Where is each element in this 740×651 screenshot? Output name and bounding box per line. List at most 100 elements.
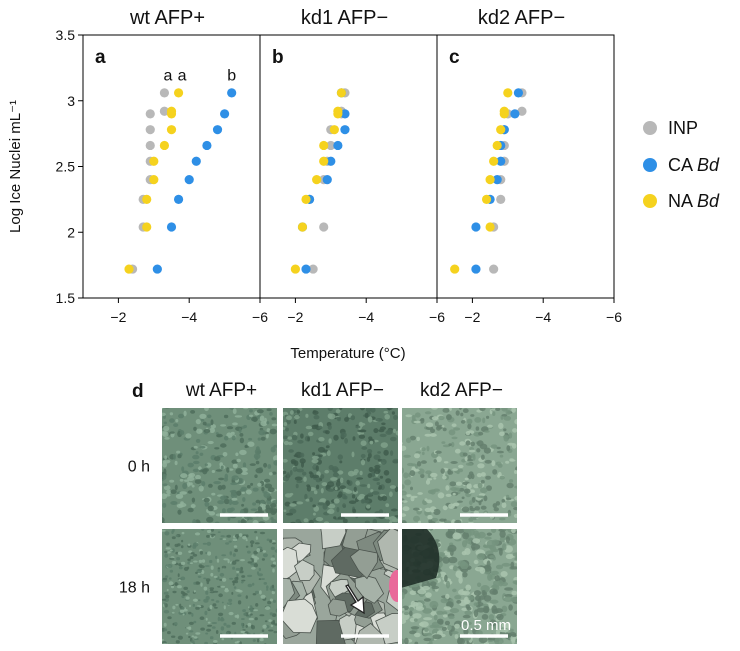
data-point xyxy=(503,88,513,98)
ice-crystal xyxy=(264,478,271,483)
ice-crystal xyxy=(180,576,186,581)
ice-crystal xyxy=(259,614,265,617)
ice-crystal xyxy=(417,492,423,495)
ice-crystal xyxy=(173,423,179,427)
ice-crystal xyxy=(494,637,504,645)
ice-crystal xyxy=(223,435,229,441)
ice-crystal xyxy=(442,556,450,564)
ice-crystal xyxy=(495,501,501,506)
ice-crystal xyxy=(217,500,225,505)
ice-crystal xyxy=(178,579,181,582)
ice-crystal xyxy=(327,488,335,492)
ice-crystal xyxy=(430,517,439,522)
ice-crystal xyxy=(260,594,266,599)
data-point xyxy=(145,140,155,151)
ice-crystal xyxy=(161,598,167,601)
ice-crystal xyxy=(239,449,247,456)
ice-crystal xyxy=(445,485,450,491)
ice-crystal xyxy=(246,485,251,489)
ice-crystal xyxy=(204,501,210,507)
ice-crystal xyxy=(512,580,518,585)
ice-crystal xyxy=(207,624,213,627)
data-point xyxy=(166,125,177,135)
ice-crystal xyxy=(192,454,200,460)
ice-crystal xyxy=(367,483,371,489)
ice-crystal xyxy=(389,485,396,489)
ice-crystal xyxy=(335,481,341,487)
data-point xyxy=(159,106,170,116)
data-point xyxy=(142,222,152,232)
ice-crystal xyxy=(211,492,216,496)
ice-crystal xyxy=(461,506,470,513)
panel-frame xyxy=(436,34,615,299)
ice-crystal xyxy=(410,495,418,499)
ice-crystal xyxy=(165,547,171,550)
ice-crystal xyxy=(177,573,180,578)
ice-crystal xyxy=(207,529,211,534)
ice-grain xyxy=(354,575,385,604)
ice-crystal xyxy=(254,530,258,534)
ice-crystal xyxy=(492,411,496,417)
legend-label: INP xyxy=(668,118,698,138)
data-point xyxy=(173,194,184,204)
ice-crystal xyxy=(207,440,214,445)
ice-crystal xyxy=(258,567,261,572)
ice-crystal xyxy=(198,564,203,568)
ice-crystal xyxy=(169,569,174,573)
ice-crystal xyxy=(254,590,259,595)
ice-crystal xyxy=(271,417,277,421)
ice-crystal xyxy=(473,559,479,565)
ice-crystal xyxy=(441,425,445,428)
data-point xyxy=(159,88,170,98)
ice-crystal xyxy=(365,407,372,413)
ice-crystal xyxy=(243,612,247,616)
ice-crystal xyxy=(317,425,323,430)
ice-crystal xyxy=(465,462,473,466)
ice-crystal xyxy=(262,624,267,629)
ice-crystal xyxy=(245,624,248,628)
ice-crystal xyxy=(286,415,292,421)
ice-crystal xyxy=(204,610,208,616)
ice-crystal xyxy=(501,499,506,503)
ice-crystal xyxy=(495,461,502,466)
ice-crystal xyxy=(448,407,452,411)
ice-crystal xyxy=(181,539,184,543)
ice-crystal xyxy=(306,485,312,492)
ice-crystal xyxy=(401,445,407,451)
significance-label: a xyxy=(178,67,187,84)
ice-crystal xyxy=(403,611,410,616)
ice-crystal xyxy=(462,571,468,578)
ice-crystal xyxy=(409,590,417,596)
ice-crystal xyxy=(231,459,238,464)
ice-crystal xyxy=(508,604,513,611)
ice-crystal xyxy=(462,540,467,548)
ice-crystal xyxy=(185,433,192,439)
ice-crystal xyxy=(192,553,198,557)
data-point xyxy=(333,106,343,116)
ice-crystal xyxy=(179,430,185,436)
ice-crystal xyxy=(401,513,407,517)
ice-crystal xyxy=(433,459,437,463)
ice-crystal xyxy=(320,488,324,494)
data-point xyxy=(496,156,506,166)
ice-crystal xyxy=(203,577,207,580)
ice-crystal xyxy=(227,558,230,564)
ice-crystal xyxy=(264,606,271,610)
ice-crystal xyxy=(474,417,482,423)
ice-crystal xyxy=(274,623,278,626)
ice-crystal xyxy=(193,542,199,547)
ice-crystal xyxy=(371,491,380,495)
data-point xyxy=(326,156,336,166)
ice-crystal xyxy=(234,641,239,644)
ice-crystal xyxy=(259,415,265,422)
ice-crystal xyxy=(180,561,186,566)
ice-crystal xyxy=(221,554,227,557)
ice-crystal xyxy=(178,566,183,570)
ice-crystal xyxy=(222,538,227,541)
ice-crystal xyxy=(247,550,251,554)
ice-crystal xyxy=(252,639,256,642)
ice-crystal xyxy=(270,503,277,508)
ice-crystal xyxy=(355,480,361,486)
ice-crystal xyxy=(470,441,476,447)
ice-crystal xyxy=(448,429,456,436)
